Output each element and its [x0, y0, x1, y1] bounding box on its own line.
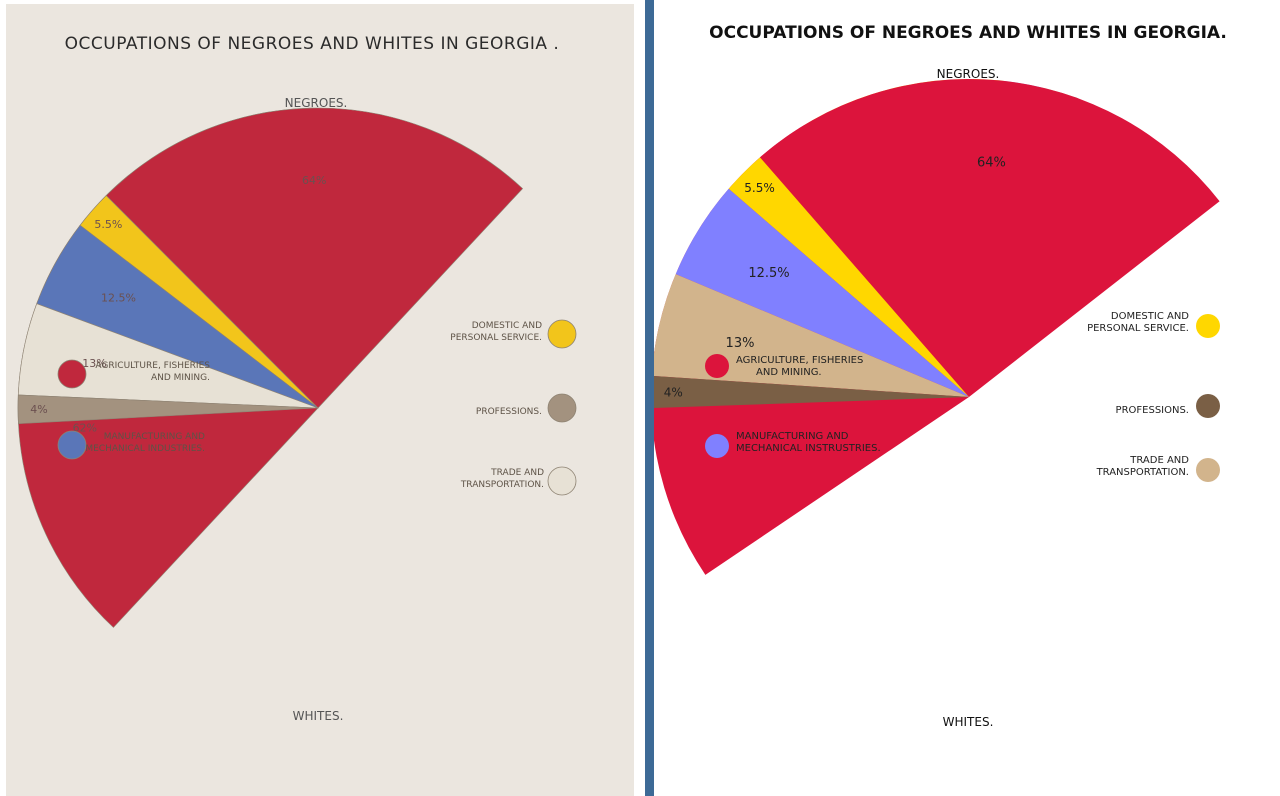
data-label-whites-trade-and-transportation: 13%	[726, 336, 755, 351]
legend-label: TRANSPORTATION.	[1096, 467, 1189, 478]
data-label-whites-domestic-and-personal-service: 5.5%	[744, 181, 775, 195]
original-plate: OCCUPATIONS OF NEGROES AND WHITES IN GEO…	[6, 4, 634, 796]
legend-swatch-trade-and-transportation	[547, 466, 577, 496]
recreation-plate: OCCUPATIONS OF NEGROES AND WHITES IN GEO…	[654, 0, 1280, 796]
data-label-whites-trade-and-transportation: 13%	[82, 357, 106, 370]
chart-title: OCCUPATIONS OF NEGROES AND WHITES IN GEO…	[709, 23, 1227, 43]
data-label-whites-manufacturing-and-mechanical-industries: 12.5%	[101, 292, 136, 305]
slice-whites-manufacturing-and-mechanical-instrustries	[675, 188, 969, 397]
legend-label: AND MINING.	[151, 373, 210, 383]
legend-label: TRADE AND	[1129, 455, 1189, 466]
data-label-whites-professions: 4%	[664, 385, 683, 399]
data-label-whites-domestic-and-personal-service: 5.5%	[94, 218, 122, 231]
legend-swatch-agriculture-fisheries-and-mining	[705, 354, 729, 378]
chart-title: OCCUPATIONS OF NEGROES AND WHITES IN GEO…	[65, 34, 560, 54]
legend-label: DOMESTIC AND	[472, 321, 542, 331]
legend-swatch-manufacturing-and-mechanical-industries	[57, 430, 87, 460]
legend-swatch-professions	[547, 393, 577, 423]
legend-label: AGRICULTURE, FISHERIES	[95, 361, 210, 371]
slice-whites-trade-and-transportation	[654, 274, 969, 397]
slice-whites-professions	[17, 394, 319, 425]
legend-label: PERSONAL SERVICE.	[1087, 323, 1189, 334]
data-label-whites-agriculture-fisheries-and-mining: 64%	[977, 156, 1006, 171]
data-label-whites-manufacturing-and-mechanical-instrustries: 12.5%	[748, 266, 789, 281]
legend-label: MANUFACTURING AND	[104, 432, 205, 442]
legend-swatch-manufacturing-and-mechanical-instrustries	[705, 434, 729, 458]
recreation-chart: OCCUPATIONS OF NEGROES AND WHITES IN GEO…	[654, 23, 1227, 729]
legend-swatch-professions	[1196, 394, 1220, 418]
slice-whites-agriculture-fisheries-and-mining	[759, 78, 1220, 398]
group-label-negroes: NEGROES.	[937, 67, 1000, 81]
group-label-whites: WHITES.	[293, 709, 344, 723]
data-label-negroes-agriculture-fisheries-and-mining: 62%	[73, 422, 97, 435]
group-label-whites: WHITES.	[943, 715, 994, 729]
data-label-whites-agriculture-fisheries-and-mining: 64%	[302, 174, 326, 187]
legend-swatch-trade-and-transportation	[1196, 458, 1220, 482]
slice-whites-domestic-and-personal-service	[728, 157, 969, 397]
legend-label: MECHANICAL INDUSTRIES.	[85, 444, 205, 454]
group-label-negroes: NEGROES.	[285, 96, 348, 110]
legend-label: PERSONAL SERVICE.	[450, 333, 542, 343]
legend-label: MANUFACTURING AND	[736, 431, 849, 442]
slice-whites-professions	[654, 375, 969, 409]
legend-label: MECHANICAL INSTRUSTRIES.	[736, 443, 881, 454]
legend-swatch-domestic-and-personal-service	[547, 319, 577, 349]
legend-label: PROFESSIONS.	[1116, 405, 1189, 416]
original-chart: OCCUPATIONS OF NEGROES AND WHITES IN GEO…	[17, 34, 577, 723]
data-label-whites-professions: 4%	[30, 403, 47, 416]
legend-swatch-domestic-and-personal-service	[1196, 314, 1220, 338]
legend-label: AGRICULTURE, FISHERIES	[736, 355, 863, 366]
legend-swatch-agriculture-fisheries-and-mining	[57, 359, 87, 389]
legend-label: AND MINING.	[756, 367, 822, 378]
legend-label: TRANSPORTATION.	[460, 480, 544, 490]
legend-label: PROFESSIONS.	[476, 407, 542, 417]
legend-label: TRADE AND	[490, 468, 544, 478]
panel-divider	[645, 0, 654, 796]
slice-whites-agriculture-fisheries-and-mining	[105, 107, 524, 409]
legend-label: DOMESTIC AND	[1111, 311, 1189, 322]
